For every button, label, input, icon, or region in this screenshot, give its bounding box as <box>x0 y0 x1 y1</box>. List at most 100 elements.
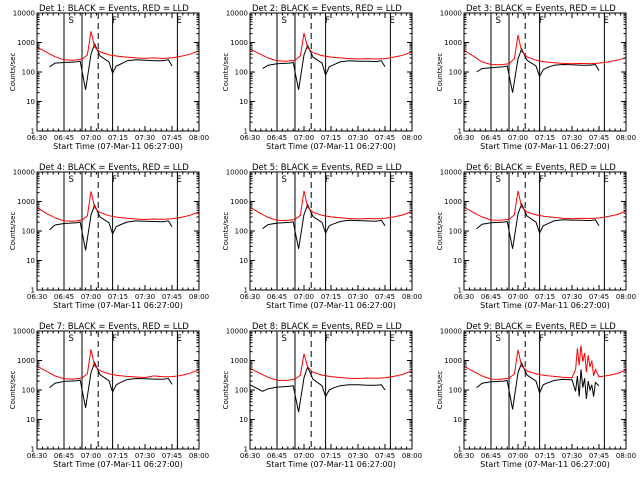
y-axis-label: Counts/sec <box>222 371 230 410</box>
x-tick-label: 08:00 <box>402 452 422 460</box>
x-tick-label: 07:15 <box>535 293 555 301</box>
panel-title: Det 7: BLACK = Events, RED = LLD <box>39 322 189 332</box>
panel-title: Det 4: BLACK = Events, RED = LLD <box>39 163 189 173</box>
y-tick-label: 1 <box>31 446 35 454</box>
marker-label: S <box>495 175 500 185</box>
y-tick-label: 10 <box>453 98 462 106</box>
marker-label: F <box>325 175 330 185</box>
x-tick-label: 07:45 <box>589 134 609 142</box>
x-tick-label: 06:45 <box>54 452 74 460</box>
x-axis-label: Start Time (07-Mar-11 06:27:00) <box>480 301 610 310</box>
x-tick-label: 07:00 <box>508 452 528 460</box>
y-tick-label: 10000 <box>226 328 248 336</box>
panel-det-4: Det 4: BLACK = Events, RED = LLD S F E 06:30… <box>9 163 209 310</box>
panel-det-7: Det 7: BLACK = Events, RED = LLD S F E 06:30… <box>9 322 209 469</box>
x-tick-label: 07:15 <box>535 134 555 142</box>
y-tick-label: 1000 <box>17 39 35 47</box>
marker-label: E <box>390 175 395 185</box>
plot-frame <box>36 12 200 132</box>
panel-title: Det 1: BLACK = Events, RED = LLD <box>39 4 189 14</box>
plot-frame <box>249 171 413 291</box>
x-tick-label: 06:30 <box>454 452 474 460</box>
series-lld <box>464 190 626 221</box>
plot-frame <box>463 330 627 450</box>
marker-label: F <box>539 175 544 185</box>
x-tick-label: 08:00 <box>402 293 422 301</box>
x-tick-label: 06:30 <box>240 293 260 301</box>
y-tick-label: 100 <box>449 387 462 395</box>
y-tick-label: 10000 <box>226 10 248 18</box>
y-tick-label: 1 <box>31 128 35 136</box>
marker-label: F <box>325 16 330 26</box>
plot-frame <box>36 171 200 291</box>
series-events <box>262 44 386 90</box>
x-tick-label: 07:45 <box>162 293 182 301</box>
marker-label: S <box>68 334 73 344</box>
marker-label: E <box>604 175 609 185</box>
series-events <box>49 361 173 408</box>
marker-label: E <box>390 16 395 26</box>
series-events <box>49 42 173 90</box>
marker-label: E <box>177 334 182 344</box>
y-tick-label: 100 <box>449 69 462 77</box>
marker-label: S <box>68 175 73 185</box>
marker-label: S <box>495 16 500 26</box>
x-tick-label: 07:00 <box>508 134 528 142</box>
y-tick-label: 1000 <box>444 198 462 206</box>
x-tick-label: 07:00 <box>294 134 314 142</box>
y-tick-label: 1 <box>458 128 462 136</box>
y-tick-label: 10000 <box>440 328 462 336</box>
x-tick-label: 07:30 <box>135 452 155 460</box>
x-tick-label: 07:45 <box>375 293 395 301</box>
plot-frame <box>249 330 413 450</box>
x-axis-label: Start Time (07-Mar-11 06:27:00) <box>266 142 396 151</box>
panel-title: Det 6: BLACK = Events, RED = LLD <box>466 163 616 173</box>
y-tick-label: 1 <box>244 128 248 136</box>
series-lld <box>464 345 626 380</box>
x-tick-label: 07:00 <box>81 293 101 301</box>
x-axis-label: Start Time (07-Mar-11 06:27:00) <box>480 142 610 151</box>
y-axis-label: Counts/sec <box>222 53 230 92</box>
series-lld <box>37 191 199 222</box>
marker-label: S <box>281 16 286 26</box>
x-tick-label: 06:45 <box>481 452 501 460</box>
series-lld <box>37 31 199 61</box>
marker-label: F <box>539 334 544 344</box>
x-tick-label: 06:45 <box>481 134 501 142</box>
x-tick-label: 07:00 <box>508 293 528 301</box>
x-tick-label: 06:30 <box>27 293 47 301</box>
x-tick-label: 06:30 <box>240 452 260 460</box>
x-tick-label: 07:00 <box>81 452 101 460</box>
x-tick-label: 07:15 <box>108 293 128 301</box>
x-tick-label: 08:00 <box>616 293 636 301</box>
y-tick-label: 100 <box>235 387 248 395</box>
y-tick-label: 1 <box>31 287 35 295</box>
y-axis-label: Counts/sec <box>9 212 17 251</box>
x-axis-label: Start Time (07-Mar-11 06:27:00) <box>480 460 610 469</box>
y-tick-label: 100 <box>22 228 35 236</box>
x-tick-label: 07:30 <box>348 134 368 142</box>
x-tick-label: 06:45 <box>54 293 74 301</box>
x-tick-label: 07:00 <box>294 293 314 301</box>
panel-det-2: Det 2: BLACK = Events, RED = LLD S F E 06:30… <box>222 4 422 151</box>
x-tick-label: 07:45 <box>375 134 395 142</box>
y-tick-label: 10 <box>26 98 35 106</box>
x-tick-label: 06:30 <box>27 134 47 142</box>
x-tick-label: 08:00 <box>189 134 209 142</box>
marker-label: E <box>604 16 609 26</box>
y-tick-label: 1000 <box>230 357 248 365</box>
panel-title: Det 9: BLACK = Events, RED = LLD <box>466 322 616 332</box>
marker-label: S <box>495 334 500 344</box>
x-tick-label: 07:15 <box>108 452 128 460</box>
y-tick-label: 10000 <box>440 169 462 177</box>
marker-label: S <box>281 334 286 344</box>
series-lld <box>250 32 412 62</box>
x-tick-label: 08:00 <box>616 452 636 460</box>
y-tick-label: 1 <box>458 446 462 454</box>
x-tick-label: 07:15 <box>321 452 341 460</box>
y-tick-label: 10 <box>239 416 248 424</box>
marker-label: S <box>68 16 73 26</box>
y-tick-label: 1000 <box>230 198 248 206</box>
x-tick-label: 07:45 <box>162 452 182 460</box>
